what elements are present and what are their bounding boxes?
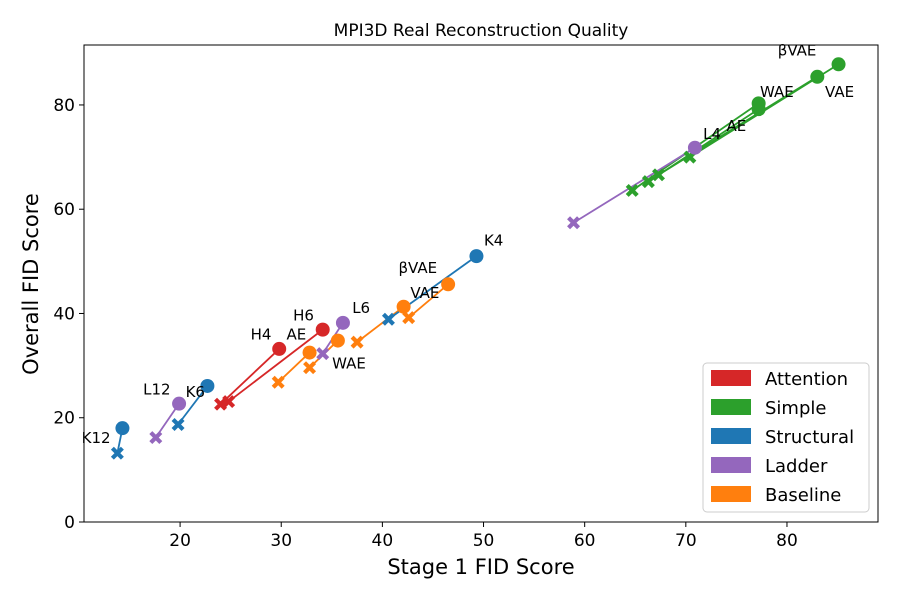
circle-marker-simple	[831, 57, 846, 72]
circle-marker-structural	[115, 421, 130, 436]
point-label: L4	[703, 125, 721, 143]
cross-marker-simple	[625, 183, 639, 197]
series-line-baseline	[277, 351, 311, 384]
point-label: K6	[186, 383, 205, 401]
cross-marker-baseline	[271, 375, 285, 389]
y-tick-label: 20	[53, 409, 75, 429]
cross-marker-baseline	[350, 335, 364, 349]
circle-marker-simple	[751, 102, 766, 117]
cross-marker-structural	[381, 312, 395, 326]
cross-marker-structural	[110, 446, 124, 460]
circle-marker-simple	[810, 69, 825, 84]
x-tick-label: 70	[675, 531, 697, 551]
point-label: L12	[143, 380, 170, 398]
cross-marker-simple	[652, 168, 665, 182]
y-tick-label: 0	[64, 513, 75, 533]
cross-marker-ladder	[316, 347, 330, 361]
circle-marker-attention	[272, 341, 287, 356]
series-line-attention	[227, 328, 324, 403]
cross-marker-structural	[171, 418, 185, 431]
cross-marker-baseline	[303, 361, 317, 375]
x-axis-title: Stage 1 FID Score	[387, 555, 574, 579]
point-label: AE	[727, 117, 747, 135]
x-tick-label: 80	[776, 531, 798, 551]
legend-swatch-structural	[711, 428, 751, 444]
point-label: K4	[484, 232, 503, 250]
cross-marker-ladder	[567, 216, 581, 230]
y-tick-label: 40	[53, 304, 75, 324]
axes-frame	[83, 44, 879, 523]
legend-swatch-baseline	[711, 486, 751, 502]
cross-marker-baseline	[402, 311, 416, 325]
circle-marker-ladder	[687, 140, 702, 155]
legend-swatch-attention	[711, 370, 751, 386]
legend-label-baseline: Baseline	[765, 485, 841, 506]
point-label: H4	[251, 326, 272, 344]
x-tick-label: 40	[372, 531, 394, 551]
point-label: WAE	[760, 83, 794, 101]
point-label: AE	[287, 326, 307, 344]
point-label: K12	[82, 429, 111, 447]
point-label: βVAE	[778, 41, 817, 59]
legend-label-structural: Structural	[765, 427, 854, 448]
legend-swatch-simple	[711, 399, 751, 415]
cross-marker-ladder	[149, 431, 163, 445]
legend-label-simple: Simple	[765, 398, 826, 419]
point-label: WAE	[332, 355, 366, 373]
point-label: VAE	[825, 83, 854, 101]
cross-marker-simple	[641, 175, 655, 189]
plot-area: H4 H6 AE L6 VAE βVAE K4 WAE L12 K6 K12 L4 AE WAE βVAE V…	[82, 41, 854, 460]
legend-label-ladder: Ladder	[765, 456, 828, 477]
point-label: H6	[293, 306, 314, 324]
legend: Attention Simple Structural Ladder Baseline	[702, 362, 870, 513]
legend-label-attention: Attention	[765, 369, 848, 390]
cross-marker-attention	[222, 395, 236, 409]
circle-marker-baseline	[441, 277, 456, 292]
point-label: βVAE	[398, 259, 437, 277]
series-line-baseline	[356, 305, 405, 344]
series-line-attention	[219, 348, 281, 406]
x-tick-label: 30	[270, 531, 292, 551]
circle-marker-baseline	[302, 345, 317, 360]
axis-ticks: 20 30 40 50 60 70 80 0 20 40 60 80	[53, 96, 797, 551]
chart-title: MPI3D Real Reconstruction Quality	[334, 21, 629, 41]
y-tick-label: 80	[53, 96, 75, 116]
series-line-ladder	[572, 146, 696, 224]
series-line-baseline	[407, 283, 450, 319]
x-tick-label: 20	[169, 531, 191, 551]
circle-marker-ladder	[172, 396, 187, 411]
y-axis-title: Overall FID Score	[19, 193, 43, 375]
cross-marker-attention	[214, 397, 228, 411]
circle-marker-structural	[469, 249, 484, 264]
circle-marker-structural	[200, 378, 215, 393]
point-label: L6	[352, 299, 370, 317]
x-tick-label: 60	[574, 531, 596, 551]
circle-marker-ladder	[335, 315, 350, 330]
circle-marker-baseline	[330, 333, 345, 348]
y-tick-label: 60	[53, 200, 75, 220]
point-label: VAE	[410, 284, 439, 302]
legend-swatch-ladder	[711, 457, 751, 473]
circle-marker-attention	[315, 322, 330, 337]
series-line-structural	[177, 385, 209, 426]
x-tick-label: 50	[473, 531, 495, 551]
circle-marker-baseline	[396, 299, 411, 314]
